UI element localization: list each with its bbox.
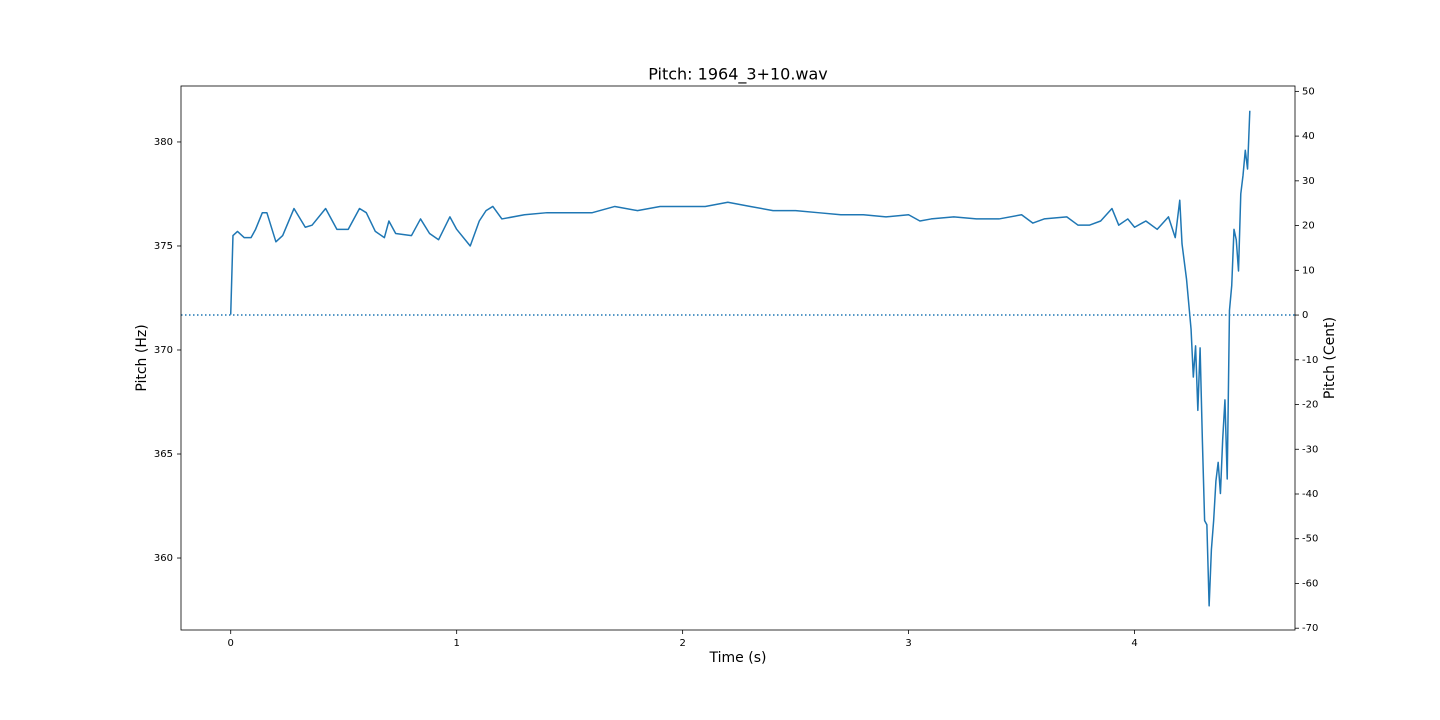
y2-tick-label: 30 xyxy=(1302,176,1315,187)
chart-title: Pitch: 1964_3+10.wav xyxy=(648,65,828,85)
y-tick-label: 360 xyxy=(154,553,173,564)
y2-tick-label: 10 xyxy=(1302,265,1315,276)
x-tick-label: 0 xyxy=(228,638,234,649)
y-axis-label: Pitch (Hz) xyxy=(134,324,150,391)
y-tick-label: 380 xyxy=(154,137,173,148)
y2-tick-label: -70 xyxy=(1302,623,1318,634)
y2-tick-label: -30 xyxy=(1302,444,1318,455)
y2-tick-label: 0 xyxy=(1302,310,1308,321)
x-tick-label: 3 xyxy=(905,638,911,649)
x-axis-label: Time (s) xyxy=(709,650,767,666)
x-tick-label: 4 xyxy=(1131,638,1137,649)
y2-tick-label: 50 xyxy=(1302,86,1315,97)
y2-tick-label: -60 xyxy=(1302,578,1318,589)
y-tick-label: 375 xyxy=(154,241,173,252)
y-tick-label: 370 xyxy=(154,345,173,356)
y2-tick-label: 20 xyxy=(1302,221,1315,232)
y2-tick-label: 40 xyxy=(1302,131,1315,142)
y-tick-label: 365 xyxy=(154,449,173,460)
y2-tick-label: -20 xyxy=(1302,400,1318,411)
y2-tick-label: -40 xyxy=(1302,489,1318,500)
y2-axis-label: Pitch (Cent) xyxy=(1322,317,1338,399)
y2-tick-label: -50 xyxy=(1302,534,1318,545)
x-tick-label: 1 xyxy=(453,638,459,649)
y2-tick-label: -10 xyxy=(1302,355,1318,366)
x-tick-label: 2 xyxy=(679,638,685,649)
pitch-line xyxy=(229,110,1251,607)
plot-frame xyxy=(180,85,1296,631)
